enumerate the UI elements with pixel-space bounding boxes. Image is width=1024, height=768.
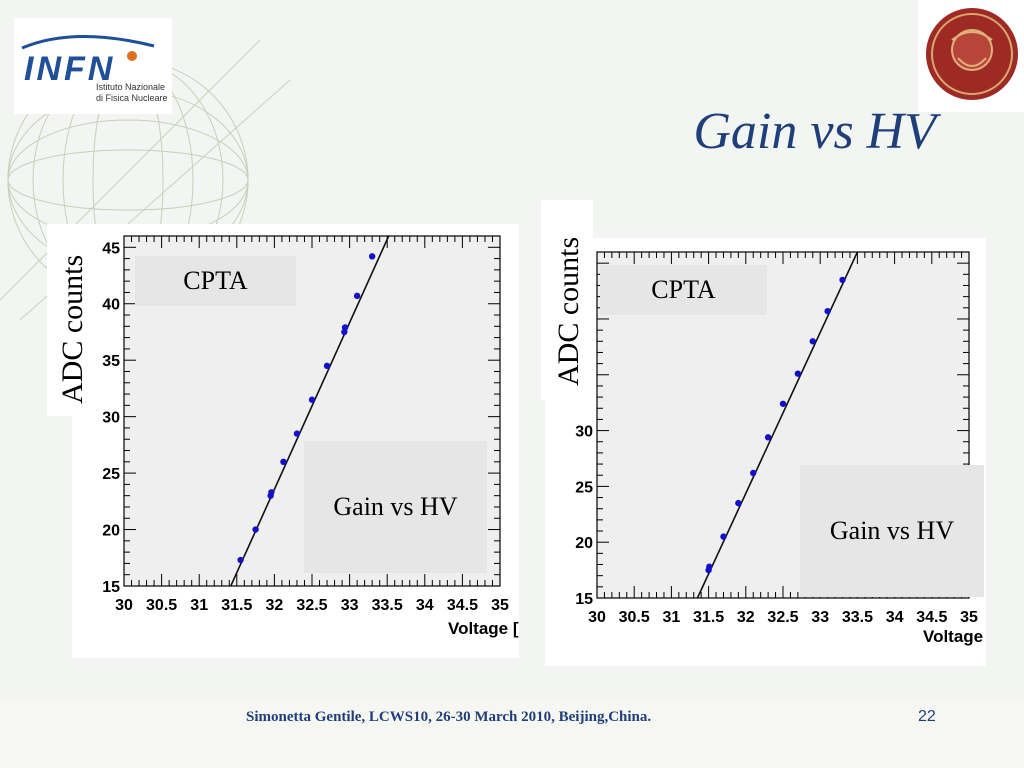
x-tick-label: 34 bbox=[886, 609, 904, 626]
infn-logo-line-1: Istituto Nazionale bbox=[96, 82, 166, 92]
x-tick-label: 33.5 bbox=[372, 597, 403, 614]
data-point bbox=[750, 469, 757, 477]
x-tick-label: 32 bbox=[266, 597, 284, 614]
data-point bbox=[824, 307, 831, 315]
x-tick-label: 35 bbox=[960, 609, 978, 626]
footer-band bbox=[0, 700, 1024, 768]
y-tick-label: 40 bbox=[102, 297, 120, 314]
data-point bbox=[341, 324, 349, 331]
university-seal bbox=[918, 0, 1024, 112]
x-tick-label: 35 bbox=[491, 597, 509, 614]
data-point bbox=[764, 434, 772, 441]
right-gain-label: Gain vs HV bbox=[800, 465, 984, 597]
y-tick-label: 25 bbox=[575, 479, 593, 496]
slide-title: Gain vs HV bbox=[693, 103, 936, 160]
data-point bbox=[794, 370, 802, 377]
x-tick-label: 32.5 bbox=[767, 609, 798, 626]
fit-line bbox=[696, 252, 859, 598]
seal-icon bbox=[926, 8, 1018, 100]
data-point bbox=[252, 526, 259, 533]
left-ylabel-box bbox=[47, 224, 95, 416]
data-point bbox=[706, 563, 713, 570]
left-cpta-label: CPTA bbox=[135, 256, 296, 306]
data-point bbox=[779, 400, 787, 407]
y-tick-label: 30 bbox=[575, 424, 593, 441]
x-axis-label: Voltage [V] bbox=[448, 619, 519, 638]
data-point bbox=[323, 362, 331, 370]
data-point bbox=[293, 430, 301, 437]
x-tick-label: 30 bbox=[588, 609, 606, 626]
data-point bbox=[308, 396, 316, 403]
x-tick-label: 32.5 bbox=[296, 597, 327, 614]
x-tick-label: 33 bbox=[811, 609, 829, 626]
y-tick-label: 35 bbox=[102, 353, 120, 370]
x-tick-label: 33 bbox=[341, 597, 359, 614]
y-tick-label: 15 bbox=[575, 591, 593, 608]
data-point bbox=[720, 533, 727, 540]
x-tick-label: 31.5 bbox=[221, 597, 252, 614]
x-tick-label: 34.5 bbox=[447, 597, 478, 614]
x-tick-label: 34.5 bbox=[916, 609, 947, 626]
svg-text:INFN: INFN bbox=[24, 50, 115, 88]
page-number: 22 bbox=[918, 708, 936, 725]
x-tick-label: 34 bbox=[416, 597, 434, 614]
x-tick-label: 30.5 bbox=[146, 597, 177, 614]
y-tick-label: 20 bbox=[575, 535, 593, 552]
x-tick-label: 31 bbox=[190, 597, 208, 614]
data-point bbox=[268, 489, 275, 496]
right-ylabel-box bbox=[541, 200, 593, 400]
y-tick-label: 45 bbox=[102, 240, 120, 257]
x-tick-label: 31.5 bbox=[693, 609, 724, 626]
data-point bbox=[735, 499, 742, 507]
data-point bbox=[353, 292, 361, 300]
y-tick-label: 30 bbox=[102, 410, 120, 427]
infn-logo: INFN Istituto Nazionale di Fisica Nuclea… bbox=[14, 18, 172, 114]
x-tick-label: 32 bbox=[737, 609, 755, 626]
y-tick-label: 15 bbox=[102, 579, 120, 596]
infn-logo-text: Istituto Nazionale di Fisica Nucleare bbox=[96, 82, 168, 104]
right-cpta-label: CPTA bbox=[600, 265, 767, 315]
right-y-axis-label: ADC counts bbox=[552, 236, 585, 386]
x-tick-label: 33.5 bbox=[842, 609, 873, 626]
left-y-axis-label: ADC counts bbox=[56, 254, 89, 404]
infn-logo-line-2: di Fisica Nucleare bbox=[96, 93, 168, 103]
left-gain-label: Gain vs HV bbox=[304, 441, 487, 573]
y-tick-label: 20 bbox=[102, 523, 120, 540]
x-tick-label: 30 bbox=[115, 597, 133, 614]
y-tick-label: 25 bbox=[102, 466, 120, 483]
data-point bbox=[368, 253, 376, 260]
data-point bbox=[839, 276, 846, 284]
data-point bbox=[809, 338, 816, 345]
x-tick-label: 31 bbox=[663, 609, 681, 626]
data-point bbox=[237, 556, 244, 564]
infn-logo-graphic: INFN bbox=[21, 35, 155, 88]
footer-text: Simonetta Gentile, LCWS10, 26-30 March 2… bbox=[246, 709, 652, 725]
data-point bbox=[280, 458, 287, 466]
x-tick-label: 30.5 bbox=[619, 609, 650, 626]
x-axis-label: Voltage [V] bbox=[923, 627, 986, 646]
